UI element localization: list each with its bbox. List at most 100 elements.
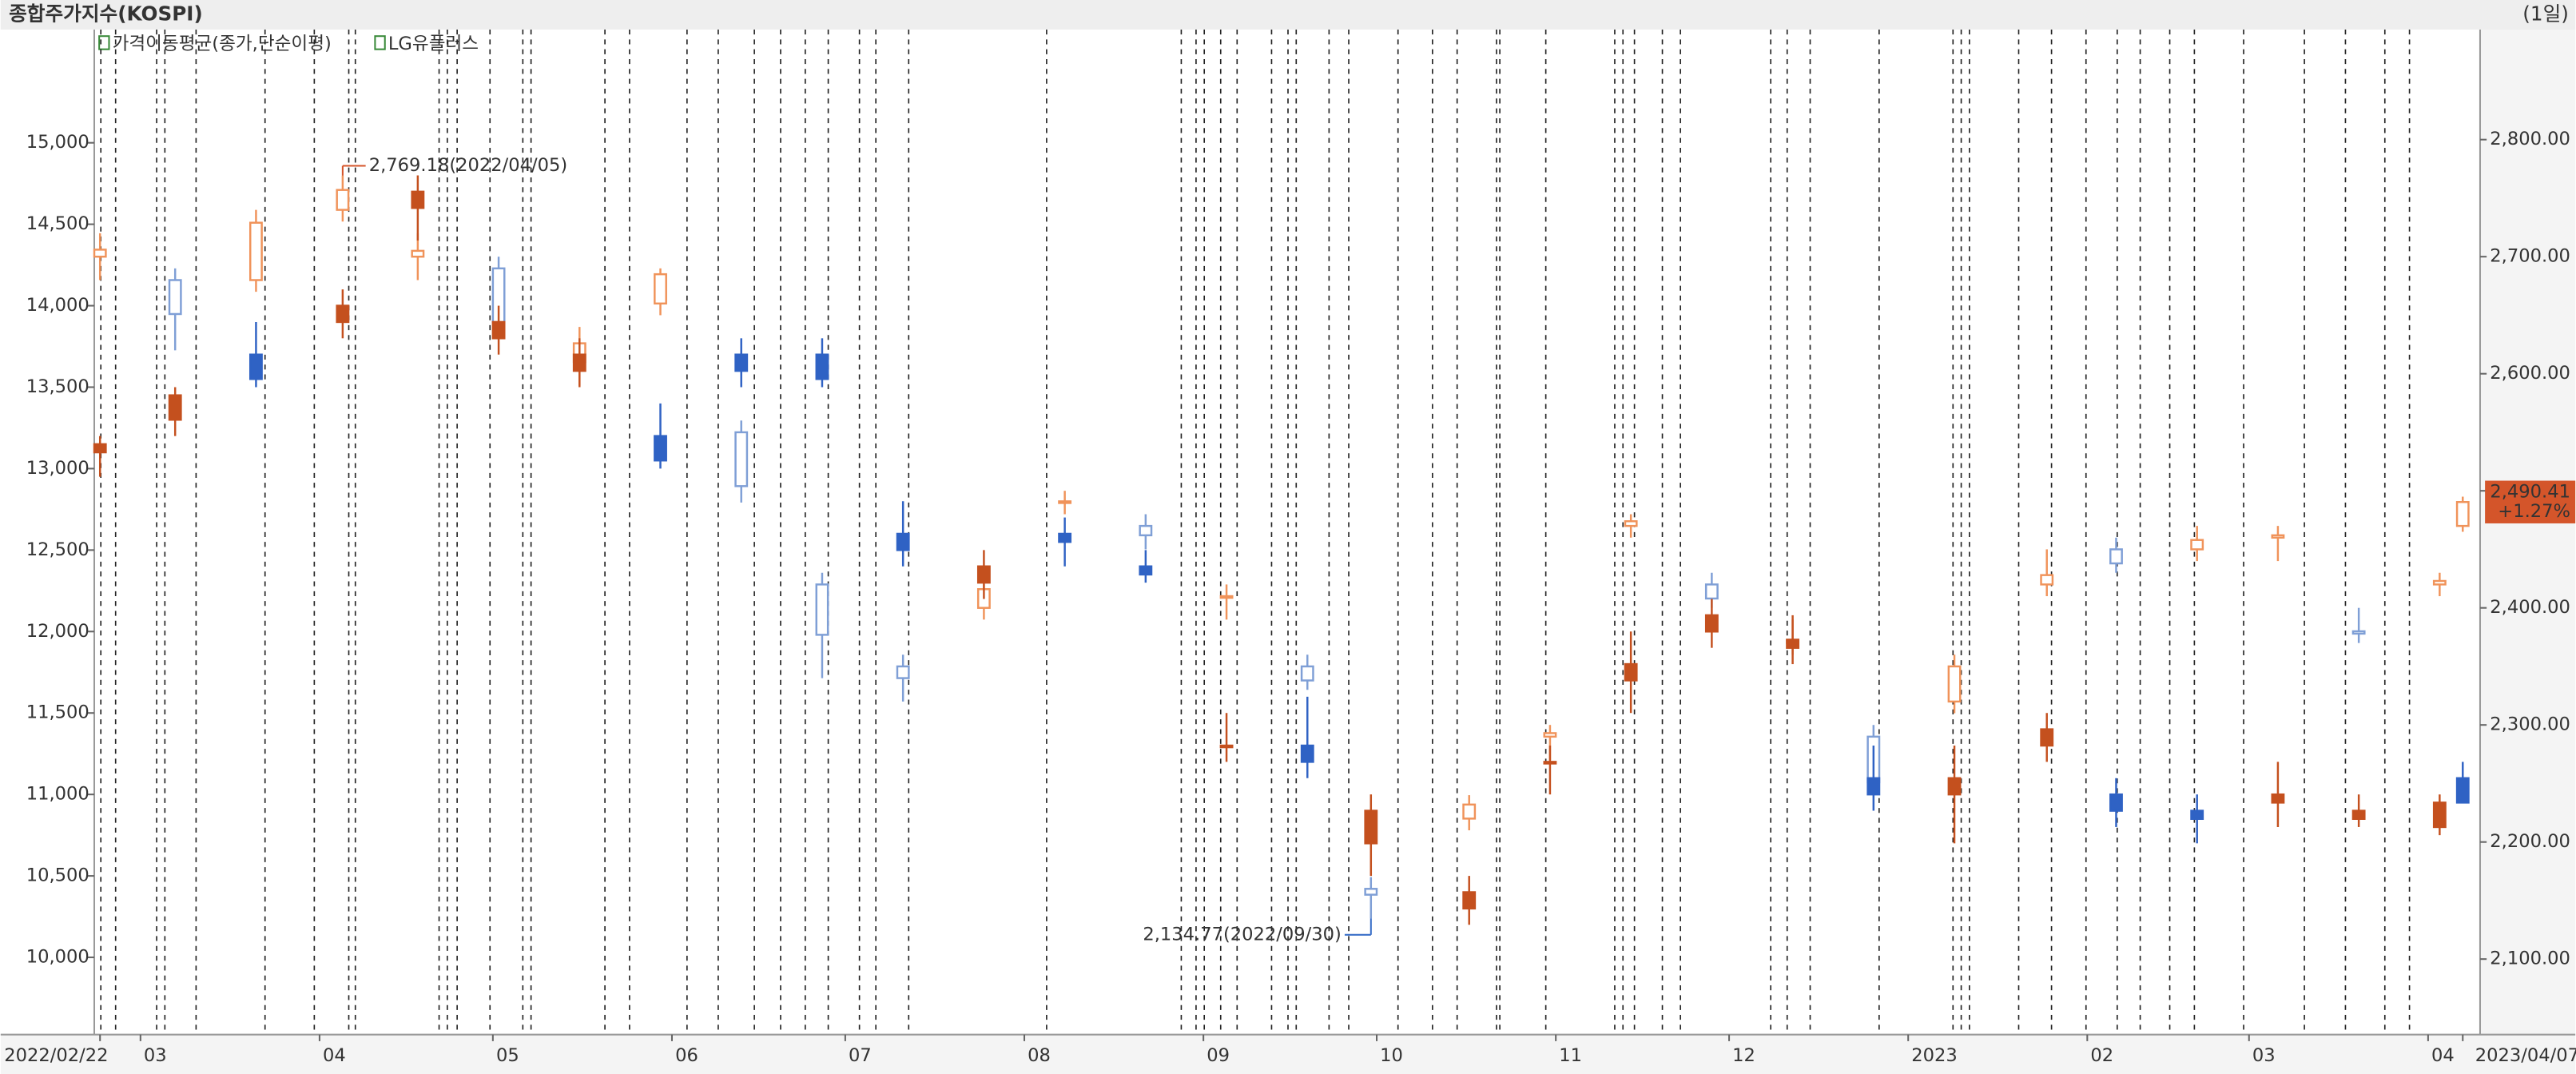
candle-body (2190, 809, 2204, 820)
x-tick-label: 03 (2252, 1045, 2276, 1066)
candle-body (572, 353, 586, 372)
y2-tick-label: 2,300.00 (2490, 714, 2570, 735)
candle-body (1543, 732, 1557, 738)
x-tick-label: 2023/04/07 (2475, 1045, 2576, 1066)
y2-tick-label: 2,400.00 (2490, 597, 2570, 618)
legend-item: 가격이동평균(종가,단순이평) (113, 34, 332, 54)
candle-body (248, 221, 263, 281)
candle-body (93, 443, 107, 454)
x-tick-label: 12 (1732, 1045, 1755, 1066)
x-axis-band (0, 1034, 2576, 1074)
candle-body (2432, 579, 2447, 586)
y-tick-label: 13,000 (26, 458, 89, 479)
candle-body (1947, 777, 1962, 796)
candle-body (336, 189, 350, 211)
period-label: (1일) (2522, 2, 2569, 25)
candle-body (1300, 744, 1314, 763)
y-tick-label: 12,500 (26, 539, 89, 560)
y-tick-label: 12,000 (26, 621, 89, 642)
candle-body (168, 279, 182, 316)
y2-tick-label: 2,600.00 (2490, 363, 2570, 384)
candle-body (2109, 793, 2123, 812)
x-tick-label: 11 (1559, 1045, 1582, 1066)
x-tick-label: 04 (2431, 1045, 2455, 1066)
header-bar (0, 0, 2576, 30)
y2-tick-label: 2,700.00 (2490, 246, 2570, 267)
candle-body (1704, 614, 1719, 633)
candle-body (411, 249, 425, 258)
candle-body (2271, 534, 2285, 539)
candle-body (654, 435, 667, 462)
x-tick-label: 10 (1380, 1045, 1403, 1066)
candle-body (2271, 793, 2285, 804)
candle-body (2190, 539, 2204, 551)
x-tick-label: 2023 (1911, 1045, 1957, 1066)
candle-body (93, 249, 107, 258)
x-tick-label: 05 (496, 1045, 519, 1066)
candle-body (815, 353, 829, 380)
candle-body (1624, 520, 1638, 527)
candle-body (1947, 665, 1962, 703)
candle-body (896, 532, 910, 551)
candle-body (2040, 728, 2054, 747)
candle-body (1866, 777, 1881, 796)
x-tick-label: 2022/02/22 (4, 1045, 108, 1066)
candle-body (1364, 809, 1378, 845)
candle-body (168, 394, 182, 421)
candle-body (734, 353, 749, 372)
candle-body (654, 272, 667, 305)
candle-body (491, 320, 506, 340)
y-tick-label: 15,000 (26, 132, 89, 153)
candle-body (411, 190, 425, 209)
candle-body (2351, 809, 2366, 820)
candle-body (1058, 500, 1072, 504)
y-tick-label: 14,000 (26, 295, 89, 316)
candle-body (1624, 662, 1638, 682)
x-tick-label: 04 (323, 1045, 346, 1066)
candle-body (815, 583, 829, 636)
candle-body (1219, 744, 1234, 749)
x-tick-label: 02 (2090, 1045, 2113, 1066)
x-tick-label: 07 (849, 1045, 872, 1066)
candle-body (2040, 574, 2054, 586)
candle-body (896, 665, 910, 679)
last-price-box (2485, 480, 2576, 523)
candle-body (1219, 595, 1234, 599)
y2-tick-label: 2,800.00 (2490, 129, 2570, 149)
chart-title: 종합주가지수(KOSPI) (9, 2, 203, 25)
annotation: 2,769.18(2022/04/05) (369, 155, 567, 176)
candle-body (1462, 891, 1477, 910)
x-tick-label: 09 (1207, 1045, 1230, 1066)
y2-tick-label: 2,200.00 (2490, 831, 2570, 852)
candle-body (2432, 802, 2447, 829)
legend-icon (98, 35, 110, 50)
candle-body (734, 431, 749, 487)
legend-item: LG유플러스 (388, 34, 479, 54)
y2-tick-label: 2,100.00 (2490, 949, 2570, 969)
candle-body (336, 304, 350, 324)
candle-body (2351, 630, 2366, 635)
candle-body (248, 353, 263, 380)
y-tick-label: 11,000 (26, 784, 89, 805)
candle-body (976, 565, 991, 584)
candle-body (1704, 583, 1719, 600)
last-change: +1.27% (2498, 501, 2570, 522)
y-tick-label: 10,500 (26, 865, 89, 886)
candle-body (2455, 501, 2470, 527)
x-tick-label: 03 (144, 1045, 167, 1066)
x-tick-label: 08 (1028, 1045, 1051, 1066)
candle-body (1139, 524, 1153, 537)
legend-icon (374, 35, 386, 50)
candle-body (1300, 665, 1314, 682)
candle-body (1462, 803, 1477, 820)
candle-body (2109, 548, 2123, 565)
y-tick-label: 10,000 (26, 947, 89, 968)
x-tick-label: 06 (675, 1045, 698, 1066)
candle-body (1058, 532, 1072, 543)
candle-body (1139, 565, 1153, 576)
y-tick-label: 13,500 (26, 376, 89, 397)
candle-body (2455, 777, 2470, 804)
y-tick-label: 14,500 (26, 213, 89, 234)
annotation: 2,134.77(2022/09/30) (1143, 924, 1341, 945)
